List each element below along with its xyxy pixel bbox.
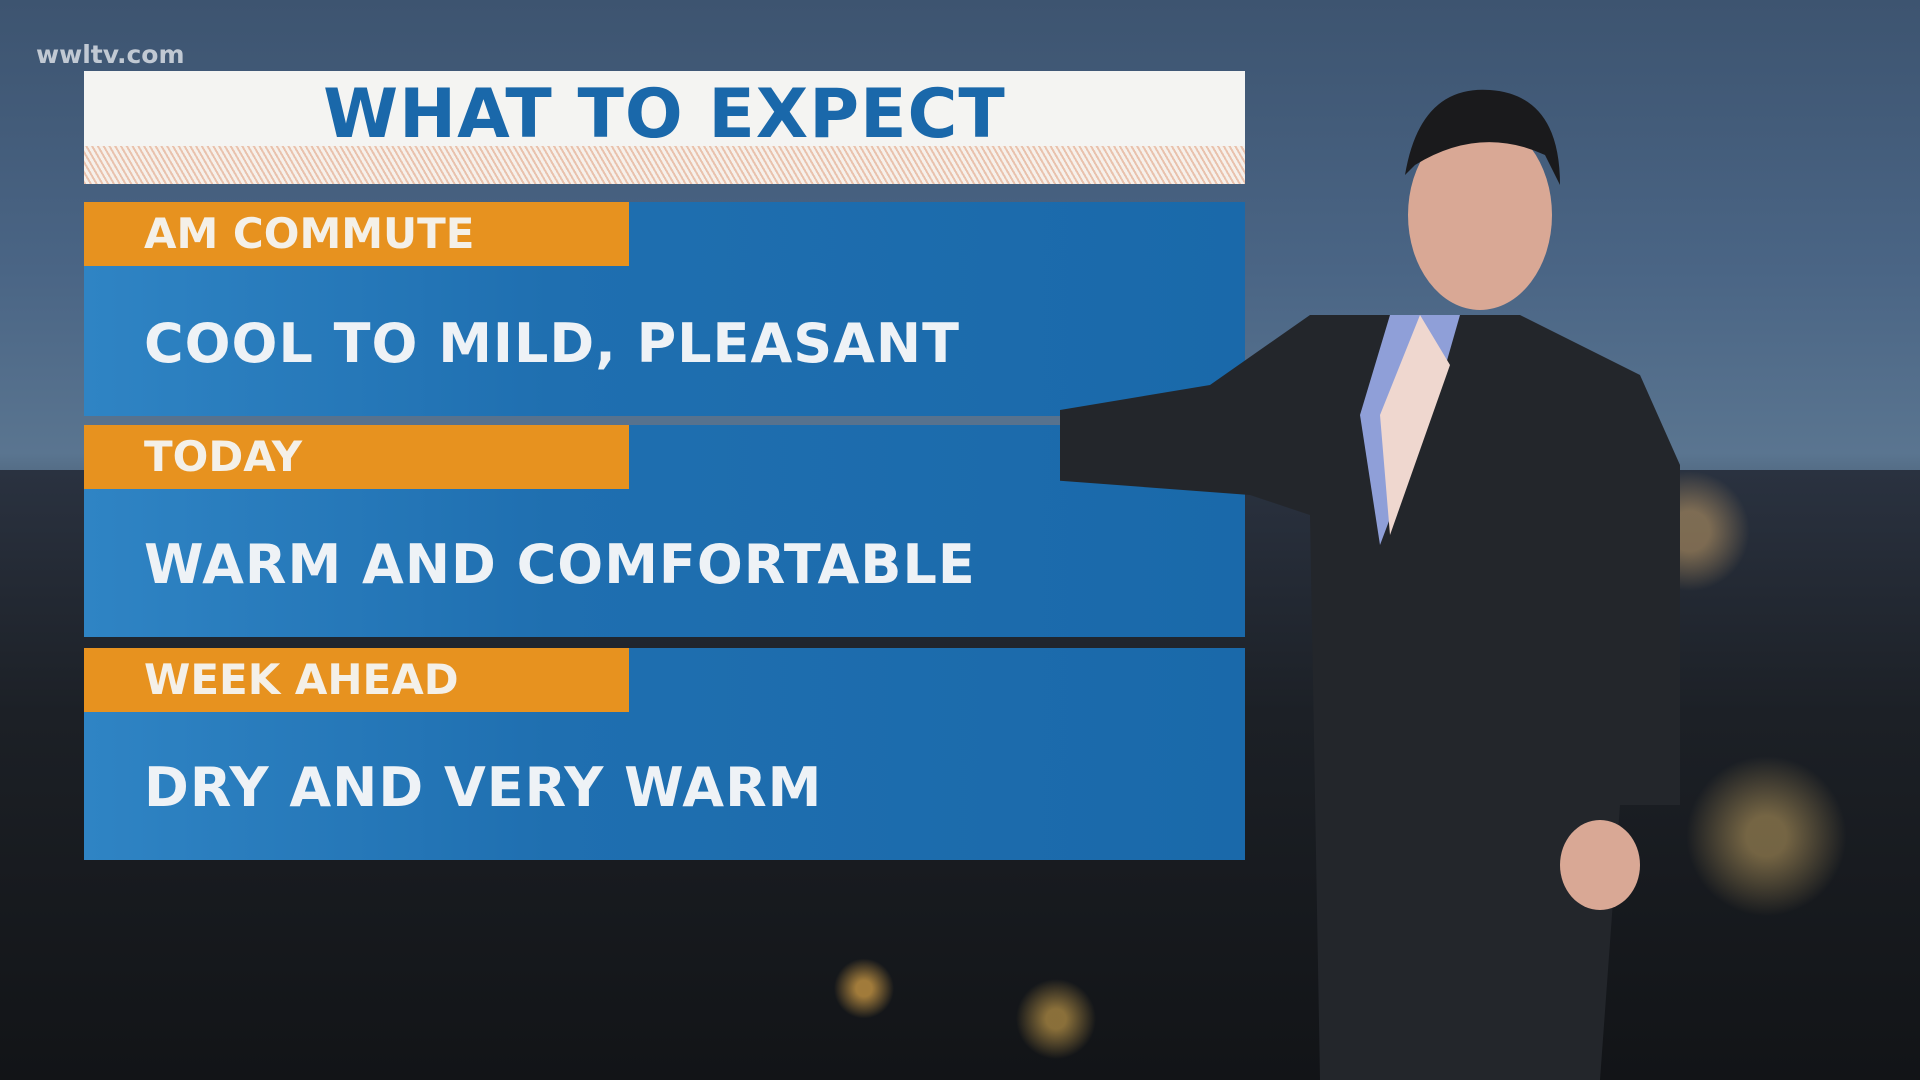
section-text: COOL TO MILD, PLEASANT [144,312,960,375]
header-banner: WHAT TO EXPECT [84,71,1245,184]
section-label: AM COMMUTE [84,202,629,266]
presenter-figure [1060,89,1680,1080]
section-label: TODAY [84,425,629,489]
section-text: DRY AND VERY WARM [144,756,823,819]
section-today: TODAY WARM AND COMFORTABLE [84,425,1245,637]
hatch-stripe [84,146,1245,184]
page-title: WHAT TO EXPECT [323,75,1006,154]
section-label: WEEK AHEAD [84,648,629,712]
section-text: WARM AND COMFORTABLE [144,533,976,596]
section-am-commute: AM COMMUTE COOL TO MILD, PLEASANT [84,202,1245,416]
section-week-ahead: WEEK AHEAD DRY AND VERY WARM [84,648,1245,860]
station-watermark: wwltv.com [36,40,185,69]
